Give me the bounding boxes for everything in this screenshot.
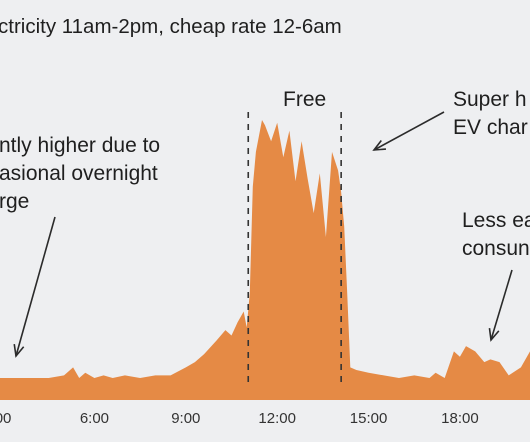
annotation-free: Free [283,88,326,111]
x-tick-label: 15:00 [350,410,388,427]
x-axis: 00 6:00 9:00 12:00 15:00 18:00 [0,410,479,427]
x-tick-label: 9:00 [171,410,200,427]
super-arrow-icon [372,111,445,151]
annotation-super-line-2: EV char [453,116,528,139]
chart-title: ctricity 11am-2pm, cheap rate 12-6am [0,15,342,38]
less-arrow-icon [488,269,513,342]
usage-area [0,120,530,400]
annotation-less-line-1: Less ea [462,209,530,232]
plot-area [0,120,530,400]
annotation-arrows [13,111,513,358]
x-tick-label: 18:00 [441,410,479,427]
annotation-overnight-line-3: rge [0,190,29,213]
annotation-overnight-line-2: asional overnight [0,162,158,185]
annotation-less-line-2: consun [462,237,530,260]
annotation-overnight-line-1: ntly higher due to [0,134,160,157]
x-tick-label: 00 [0,410,11,427]
x-tick-label: 12:00 [258,410,296,427]
x-tick-label: 6:00 [80,410,109,427]
overnight-arrow-icon [13,216,56,358]
free-period-dividers [247,112,342,386]
annotation-super-line-1: Super h [453,88,527,111]
